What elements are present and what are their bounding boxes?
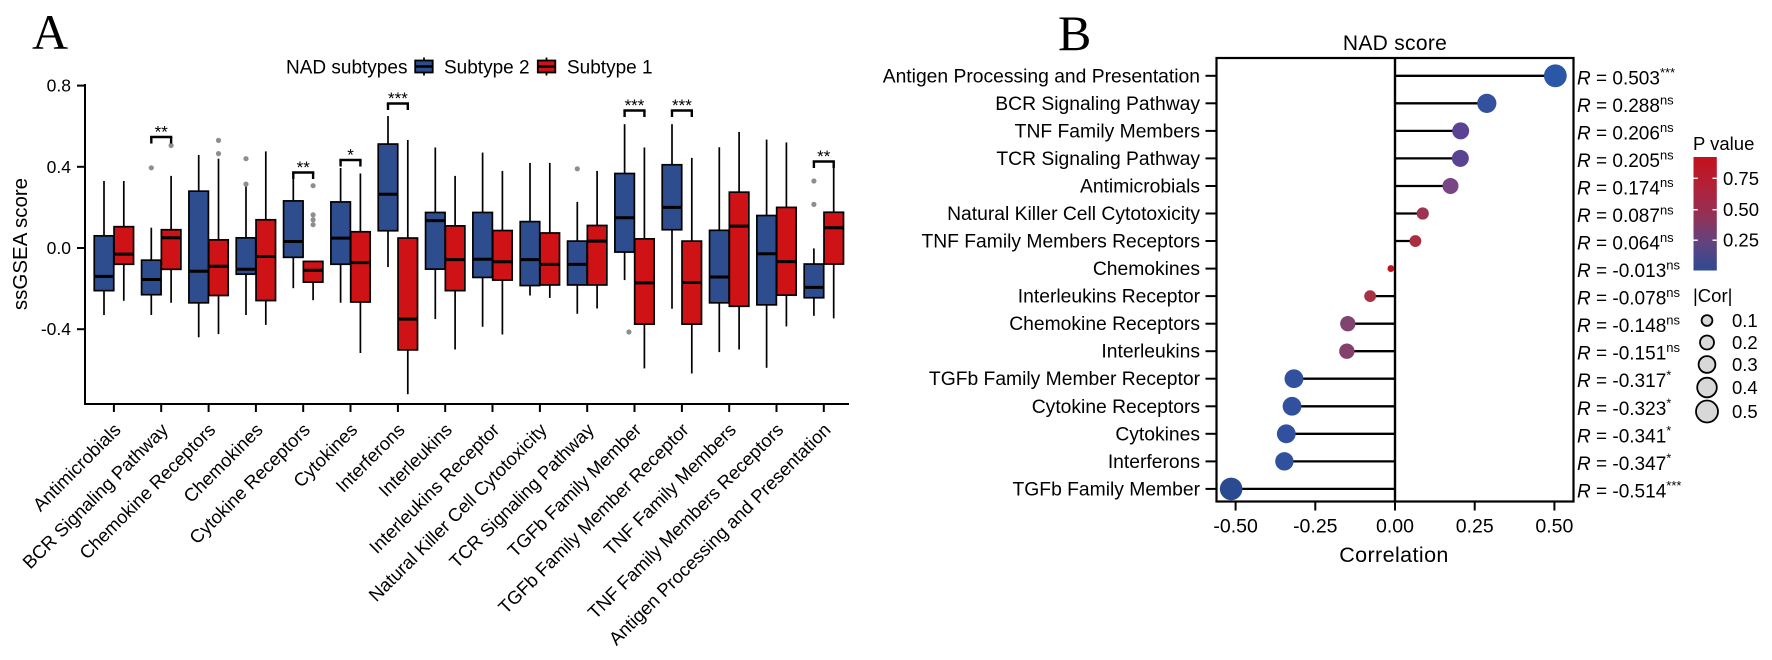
svg-text:P value: P value bbox=[1693, 133, 1754, 154]
svg-text:**: ** bbox=[297, 158, 311, 177]
svg-text:R = -0.078ns: R = -0.078ns bbox=[1577, 285, 1680, 310]
svg-text:Interleukins: Interleukins bbox=[1101, 342, 1200, 363]
svg-text:Chemokine Receptors: Chemokine Receptors bbox=[1009, 314, 1200, 335]
svg-text:0.5: 0.5 bbox=[1732, 401, 1758, 422]
svg-text:0.25: 0.25 bbox=[1456, 516, 1494, 538]
svg-text:A: A bbox=[32, 4, 68, 60]
svg-text:Chemokines: Chemokines bbox=[1093, 259, 1200, 280]
svg-text:***: *** bbox=[388, 89, 408, 108]
svg-text:Interferons: Interferons bbox=[1108, 452, 1200, 473]
svg-text:0.1: 0.1 bbox=[1732, 310, 1758, 331]
svg-text:Correlation: Correlation bbox=[1339, 543, 1449, 567]
svg-text:0.00: 0.00 bbox=[1376, 516, 1414, 538]
svg-text:R = -0.148ns: R = -0.148ns bbox=[1577, 313, 1680, 338]
svg-text:0.25: 0.25 bbox=[1723, 230, 1759, 251]
svg-text:BCR Signaling Pathway: BCR Signaling Pathway bbox=[995, 94, 1200, 115]
svg-text:TNF Family Members Receptors: TNF Family Members Receptors bbox=[921, 232, 1200, 253]
svg-text:**: ** bbox=[817, 147, 831, 166]
svg-text:Subtype 1: Subtype 1 bbox=[567, 58, 653, 79]
svg-text:|Cor|: |Cor| bbox=[1693, 285, 1732, 306]
svg-text:Cytokine Receptors: Cytokine Receptors bbox=[1032, 397, 1200, 418]
svg-text:R = -0.514***: R = -0.514*** bbox=[1577, 478, 1681, 503]
svg-text:-0.50: -0.50 bbox=[1213, 516, 1258, 538]
svg-text:**: ** bbox=[155, 123, 169, 142]
svg-text:Antigen Processing and Present: Antigen Processing and Presentation bbox=[883, 66, 1200, 87]
svg-text:Natural Killer Cell Cytotoxici: Natural Killer Cell Cytotoxicity bbox=[947, 204, 1200, 225]
svg-text:R = 0.064ns: R = 0.064ns bbox=[1577, 230, 1674, 255]
svg-text:Antimicrobials: Antimicrobials bbox=[1080, 177, 1200, 198]
svg-text:R = -0.323*: R = -0.323* bbox=[1577, 395, 1671, 420]
svg-text:NAD subtypes: NAD subtypes bbox=[286, 58, 407, 79]
svg-text:R = -0.013ns: R = -0.013ns bbox=[1577, 258, 1680, 283]
svg-text:ssGSEA score: ssGSEA score bbox=[9, 178, 32, 310]
svg-text:0.3: 0.3 bbox=[1732, 354, 1758, 375]
svg-text:0.0: 0.0 bbox=[47, 238, 72, 258]
svg-text:R = -0.151ns: R = -0.151ns bbox=[1577, 340, 1680, 365]
svg-text:Interleukins Receptor: Interleukins Receptor bbox=[1018, 287, 1201, 308]
svg-text:*: * bbox=[347, 146, 354, 165]
svg-text:-0.4: -0.4 bbox=[41, 319, 71, 339]
svg-text:R = -0.341*: R = -0.341* bbox=[1577, 423, 1671, 448]
svg-text:TNF Family Members: TNF Family Members bbox=[1015, 121, 1200, 142]
svg-text:Subtype 2: Subtype 2 bbox=[444, 58, 530, 79]
svg-text:0.50: 0.50 bbox=[1723, 199, 1759, 220]
svg-text:***: *** bbox=[625, 96, 645, 115]
svg-text:TGFb Family Member: TGFb Family Member bbox=[1013, 479, 1201, 500]
svg-text:0.75: 0.75 bbox=[1723, 168, 1759, 189]
svg-text:R = 0.503***: R = 0.503*** bbox=[1577, 65, 1675, 90]
svg-text:R = -0.347*: R = -0.347* bbox=[1577, 450, 1671, 475]
svg-text:0.4: 0.4 bbox=[47, 157, 72, 177]
svg-text:-0.25: -0.25 bbox=[1293, 516, 1338, 538]
svg-text:R = 0.174ns: R = 0.174ns bbox=[1577, 175, 1674, 200]
svg-text:0.2: 0.2 bbox=[1732, 332, 1758, 353]
svg-text:R = 0.205ns: R = 0.205ns bbox=[1577, 147, 1674, 172]
svg-text:NAD score: NAD score bbox=[1343, 32, 1447, 55]
svg-text:0.50: 0.50 bbox=[1535, 516, 1573, 538]
svg-text:B: B bbox=[1058, 5, 1091, 61]
svg-text:R = 0.206ns: R = 0.206ns bbox=[1577, 120, 1674, 145]
svg-text:TCR Signaling Pathway: TCR Signaling Pathway bbox=[996, 149, 1200, 170]
svg-text:***: *** bbox=[672, 96, 692, 115]
svg-text:Cytokines: Cytokines bbox=[1115, 424, 1200, 445]
svg-text:R = 0.087ns: R = 0.087ns bbox=[1577, 203, 1674, 228]
svg-text:0.4: 0.4 bbox=[1732, 377, 1758, 398]
svg-text:0.8: 0.8 bbox=[47, 76, 71, 96]
svg-text:R = -0.317*: R = -0.317* bbox=[1577, 368, 1671, 393]
svg-text:R = 0.288ns: R = 0.288ns bbox=[1577, 92, 1674, 117]
svg-text:TGFb Family Member Receptor: TGFb Family Member Receptor bbox=[929, 369, 1201, 390]
